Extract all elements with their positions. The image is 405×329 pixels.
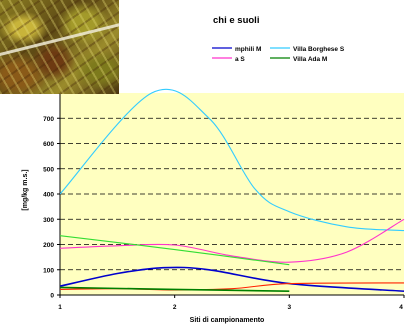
x-tick-label-0: 1 [58,304,62,311]
moss-photo [0,0,119,94]
y-tick-label-4: 400 [43,192,54,199]
legend-label-2: a S [235,56,245,63]
series-line-5 [60,286,290,292]
chart-title: chi e suoli [213,15,259,26]
series-line-1 [60,218,405,263]
y-tick-labels: 0 100 200 300 400 500 600 700 [43,116,60,300]
y-tick-label-7: 700 [43,116,54,123]
x-axis-label: Siti di campionamento [190,317,265,324]
y-axis-label: [mg/kg m.s.] [22,169,29,210]
series-line-3 [60,266,405,292]
series-lines [60,88,405,292]
legend: mphili M Villa Borghese S a S Villa Ada … [212,46,345,63]
y-tick-label-1: 100 [43,267,54,274]
y-tick-label-6: 600 [43,141,54,148]
gridlines [60,93,404,295]
series-line-2 [60,235,290,266]
x-tick-label-3: 4 [399,304,403,311]
y-tick-label-3: 300 [43,217,54,224]
x-tick-label-1: 2 [173,304,177,311]
y-tick-label-0: 0 [50,293,54,300]
legend-label-1: Villa Borghese S [293,46,345,53]
legend-label-0: mphili M [235,46,261,53]
y-tick-label-2: 200 [43,242,54,249]
x-tick-label-2: 3 [288,304,292,311]
y-tick-label-5: 500 [43,166,54,173]
series-line-0 [60,88,405,232]
x-tick-labels: 1 2 3 4 [58,295,405,311]
legend-label-3: Villa Ada M [293,56,327,63]
